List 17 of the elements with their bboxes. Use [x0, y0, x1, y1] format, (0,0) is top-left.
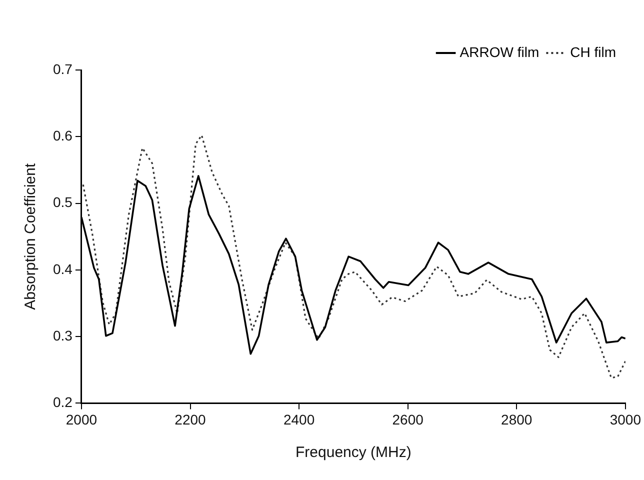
legend-label: CH film [570, 44, 616, 60]
y-tick-label: 0.5 [52, 194, 73, 210]
y-tick-label: 0.4 [52, 260, 73, 277]
x-tick-label: 2600 [392, 411, 424, 428]
line-series [82, 134, 626, 379]
x-tick-label: 2400 [283, 411, 315, 428]
y-tick-label: 0.3 [52, 327, 73, 344]
x-tick-label: 3000 [610, 411, 642, 428]
legend-label: ARROW film [460, 44, 540, 60]
y-tick-label: 0.6 [52, 128, 73, 144]
y-tick-label: 0.7 [52, 60, 73, 77]
y-axis-title: Absorption Coefficient [22, 162, 40, 310]
x-tick-label: 2200 [174, 411, 206, 428]
x-tick-label: 2800 [501, 411, 532, 428]
x-axis-title: Frequency (MHz) [296, 444, 412, 462]
y-tick-label: 0.2 [52, 394, 73, 410]
x-tick-label: 2000 [66, 411, 98, 428]
